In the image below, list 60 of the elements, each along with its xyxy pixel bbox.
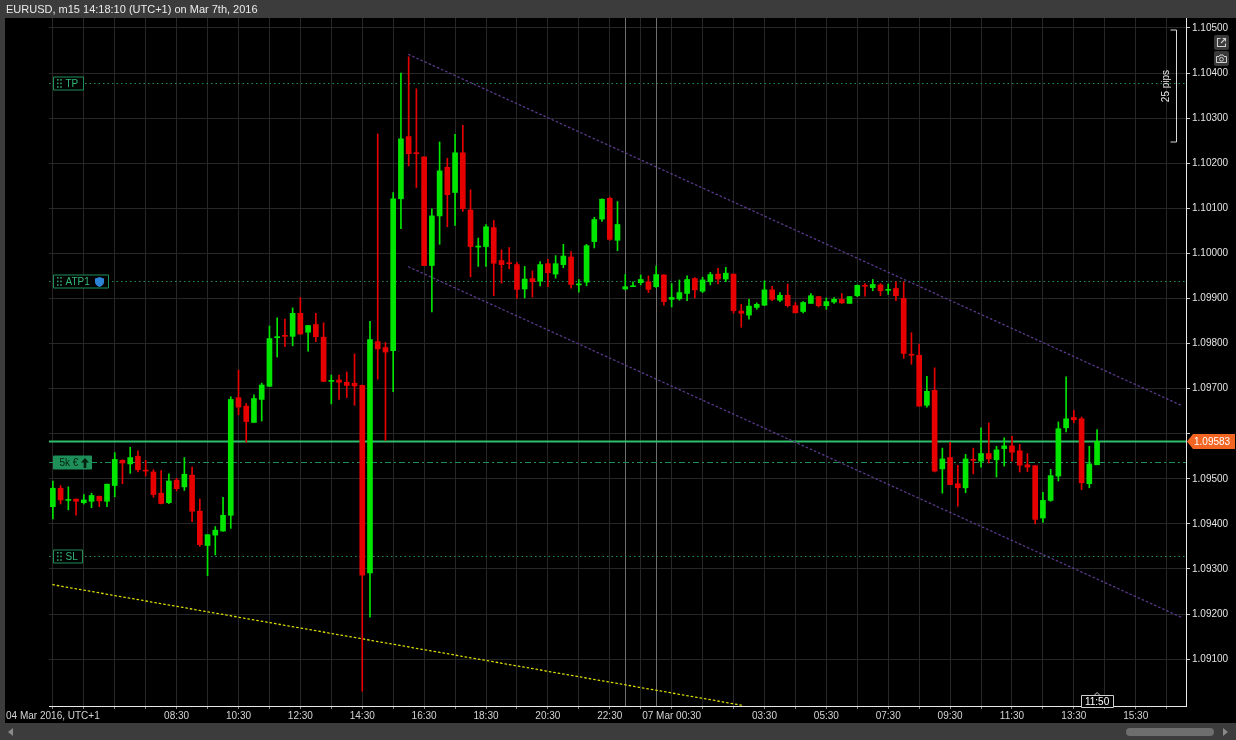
candlestick	[73, 498, 79, 516]
x-tick-label: 18:30	[473, 709, 499, 721]
ref-line-label: SL	[65, 550, 79, 562]
x-tick-label: 22:30	[597, 709, 623, 721]
x-tick-label: 14:30	[349, 709, 376, 721]
y-tick-label: 1.09900	[1192, 292, 1229, 304]
annotation: 11:50	[1084, 695, 1110, 707]
y-tick-label: 1.10200	[1192, 156, 1229, 168]
x-tick-label: 20:30	[535, 709, 561, 721]
candlestick	[970, 447, 977, 475]
x-tick-label: 11:30	[999, 709, 1025, 721]
candlestick	[985, 422, 992, 464]
candlestick	[274, 317, 280, 358]
candlestick	[282, 318, 288, 347]
y-tick-label: 1.09700	[1192, 382, 1229, 394]
x-tick-label: 09:30	[937, 709, 964, 721]
x-tick-label: 07 Mar 00:30	[642, 709, 702, 721]
candlestick	[978, 427, 984, 468]
x-tick-label: 08:30	[164, 709, 190, 721]
y-tick-label: 1.10400	[1192, 66, 1229, 78]
y-tick-label: 1.09100	[1192, 652, 1229, 664]
ref-line-label: 1.09583	[1194, 435, 1231, 447]
candlestick	[862, 283, 868, 297]
x-tick-label: 03:30	[751, 709, 778, 721]
y-tick-label: 1.09400	[1192, 517, 1229, 529]
y-tick-label: 1.09500	[1192, 472, 1229, 484]
y-tick-label: 1.10000	[1192, 247, 1229, 259]
x-tick-label: 16:30	[411, 709, 438, 721]
x-tick-label: 10:30	[225, 709, 252, 721]
y-tick-label: 1.09200	[1192, 607, 1229, 619]
candlestick	[374, 133, 381, 380]
candlestick	[1001, 437, 1008, 467]
ref-line-label: ATP1	[65, 275, 91, 287]
x-tick-label: 13:30	[1061, 709, 1087, 721]
candlestick	[622, 274, 629, 291]
x-tick-label: 15:30	[1123, 709, 1149, 721]
candlestick	[955, 464, 961, 507]
ref-line-label: 5k €	[59, 456, 79, 468]
candlestick	[885, 283, 892, 295]
x-tick-label: 07:30	[875, 709, 902, 721]
y-tick-label: 1.09800	[1192, 337, 1229, 349]
annotation: 25 pips	[1160, 69, 1172, 103]
candlestick	[506, 247, 513, 269]
ref-line-label: TP	[65, 77, 79, 89]
y-tick-label: 1.09300	[1192, 562, 1229, 574]
candlestick	[1063, 376, 1069, 433]
y-tick-label: 1.10500	[1192, 21, 1229, 33]
candlestick	[328, 374, 335, 405]
candlestick	[343, 371, 350, 398]
candlestick	[336, 374, 342, 400]
x-tick-label: 05:30	[813, 709, 840, 721]
y-tick-label: 1.10100	[1192, 202, 1229, 214]
x-tick-label: 04 Mar 2016, UTC+1	[6, 709, 101, 721]
chart-title: EURUSD, m15 14:18:10 (UTC+1) on Mar 7th, 2016	[6, 2, 258, 16]
x-tick-label: 12:30	[287, 709, 314, 721]
candlestick	[1071, 409, 1077, 424]
candlestick	[738, 303, 745, 328]
candlestick	[212, 526, 219, 556]
candlestick	[1009, 436, 1015, 462]
y-tick-label: 1.10300	[1192, 111, 1229, 123]
